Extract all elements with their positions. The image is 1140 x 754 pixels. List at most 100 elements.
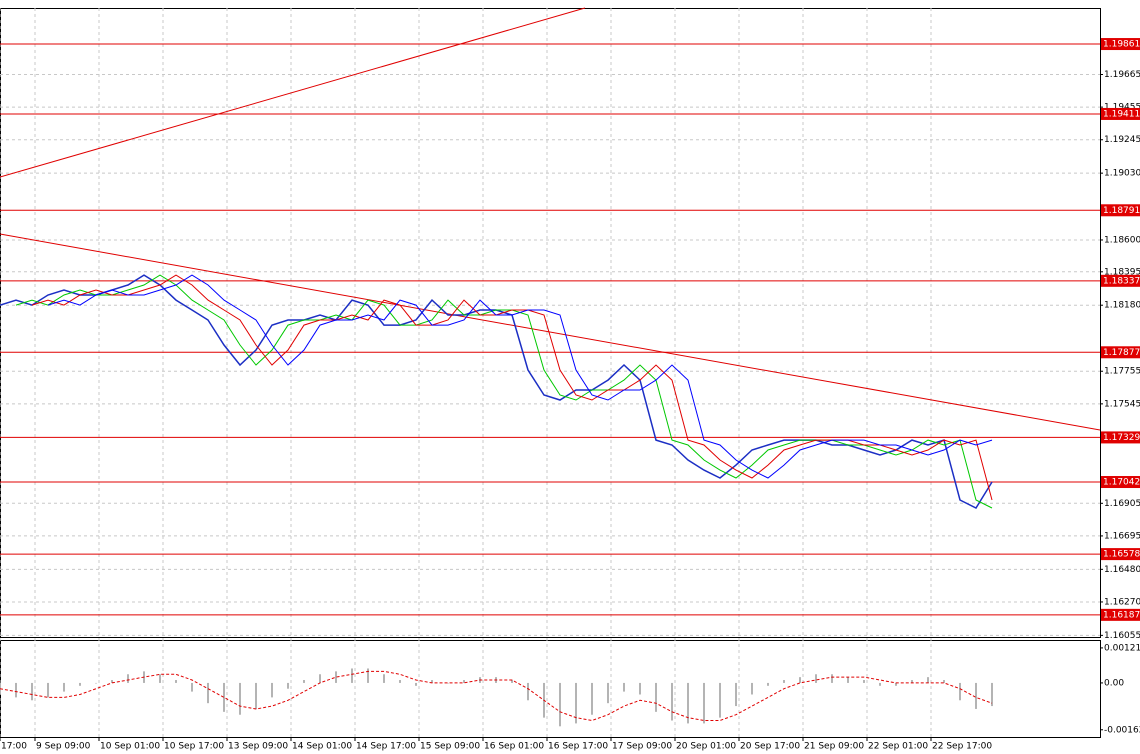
histogram-bar — [367, 668, 369, 683]
x-tick-label: 22 Sep 01:00 — [868, 742, 928, 752]
x-tick-label: 20 Sep 17:00 — [740, 742, 800, 752]
level-label: 1.17042 — [1103, 478, 1140, 488]
histogram-bar — [607, 682, 609, 704]
y-tick-label: 1.18600 — [1104, 235, 1140, 245]
x-tick-label: 17 Sep 09:00 — [612, 742, 672, 752]
histogram-bar — [815, 674, 817, 683]
histogram-bar — [191, 682, 193, 692]
histogram-bar — [271, 682, 273, 698]
histogram-bar — [95, 682, 97, 684]
y-tick-label: 1.19030 — [1104, 169, 1140, 179]
level-label-box — [1101, 274, 1140, 287]
histogram-bar — [511, 680, 513, 683]
trend-line — [0, 7, 586, 178]
level-label: 1.16578 — [1103, 550, 1140, 560]
y-tick-label: 0.001211 — [1104, 643, 1140, 653]
histogram-bar — [287, 682, 289, 689]
histogram-bar — [255, 682, 257, 709]
histogram-bar — [431, 680, 433, 683]
level-label-box — [1101, 346, 1140, 359]
y-tick-label: 1.16695 — [1104, 531, 1140, 541]
x-tick-label: 13 Sep 09:00 — [228, 742, 288, 752]
x-tick-label: 16 Sep 01:00 — [484, 742, 544, 752]
histogram-bar — [399, 680, 401, 683]
histogram-bar — [63, 682, 65, 692]
histogram-bar — [527, 682, 529, 701]
histogram-bar — [719, 682, 721, 718]
histogram-bar — [303, 680, 305, 683]
histogram-bar — [655, 682, 657, 712]
y-tick-label: 1.18180 — [1104, 301, 1140, 311]
histogram-bar — [863, 680, 865, 683]
y-tick-label: 1.17755 — [1104, 367, 1140, 377]
histogram-bar — [79, 682, 81, 686]
x-tick-label: 20 Sep 01:00 — [676, 742, 736, 752]
x-tick-label: 9 Sep 09:00 — [36, 742, 91, 752]
histogram-bar — [687, 682, 689, 724]
histogram-bar — [447, 682, 449, 684]
histogram-bar — [911, 680, 913, 683]
y-tick-label: 1.16480 — [1104, 565, 1140, 575]
y-tick-label: 1.16270 — [1104, 597, 1140, 607]
histogram-bar — [15, 682, 17, 698]
histogram-bar — [415, 682, 417, 686]
histogram-bar — [943, 680, 945, 683]
level-label: 1.17329 — [1103, 433, 1140, 443]
histogram-bar — [927, 677, 929, 683]
level-label-box — [1101, 608, 1140, 621]
histogram-bar — [623, 682, 625, 692]
histogram-bar — [703, 682, 705, 724]
x-tick-label: 14 Sep 01:00 — [292, 742, 352, 752]
histogram-bar — [959, 682, 961, 701]
histogram-bar — [31, 682, 33, 701]
ma-slow — [47, 274, 993, 479]
y-tick-label: 1.16055 — [1104, 631, 1140, 641]
level-label-box — [1101, 548, 1140, 561]
histogram-bar — [991, 682, 993, 707]
histogram-bar — [847, 677, 849, 683]
histogram-bar — [383, 674, 385, 683]
level-label: 1.19411 — [1103, 109, 1140, 119]
histogram-bar — [239, 682, 241, 715]
x-tick-label: 17:00 — [1, 742, 27, 752]
x-tick-label: 15 Sep 09:00 — [420, 742, 480, 752]
histogram-bar — [575, 682, 577, 724]
histogram-bar — [671, 682, 673, 721]
level-label: 1.16187 — [1103, 610, 1140, 620]
histogram-bar — [111, 680, 113, 683]
histogram-bar — [783, 680, 785, 683]
level-label-box — [1101, 204, 1140, 217]
level-label: 1.18791 — [1103, 206, 1140, 216]
histogram-bar — [559, 682, 561, 727]
x-tick-label: 14 Sep 17:00 — [356, 742, 416, 752]
level-label-box — [1101, 107, 1140, 120]
y-tick-label: 0.00 — [1104, 678, 1124, 688]
histogram-bar — [159, 674, 161, 683]
signal-line — [0, 670, 993, 722]
y-tick-label: -0.00162 — [1104, 725, 1140, 735]
histogram-bar — [207, 682, 209, 704]
y-tick-label: 1.17545 — [1104, 399, 1140, 409]
level-label-box — [1101, 431, 1140, 444]
level-label: 1.19861 — [1103, 40, 1140, 50]
y-tick-label: 1.19455 — [1104, 103, 1140, 113]
y-tick-label: 1.19665 — [1104, 70, 1140, 80]
histogram-bar — [751, 682, 753, 695]
histogram-bar — [463, 680, 465, 683]
histogram-bar — [975, 682, 977, 709]
histogram-bar — [799, 677, 801, 683]
level-label-box — [1101, 38, 1140, 51]
x-tick-label: 10 Sep 17:00 — [164, 742, 224, 752]
histogram-bar — [351, 668, 353, 683]
histogram-bar — [895, 682, 897, 686]
histogram-bar — [127, 674, 129, 683]
level-label: 1.17877 — [1103, 348, 1140, 358]
x-tick-label: 22 Sep 17:00 — [932, 742, 992, 752]
histogram-bar — [639, 682, 641, 695]
histogram-bar — [223, 682, 225, 712]
x-tick-label: 21 Sep 09:00 — [804, 742, 864, 752]
histogram-bar — [335, 671, 337, 683]
histogram-bar — [767, 682, 769, 686]
